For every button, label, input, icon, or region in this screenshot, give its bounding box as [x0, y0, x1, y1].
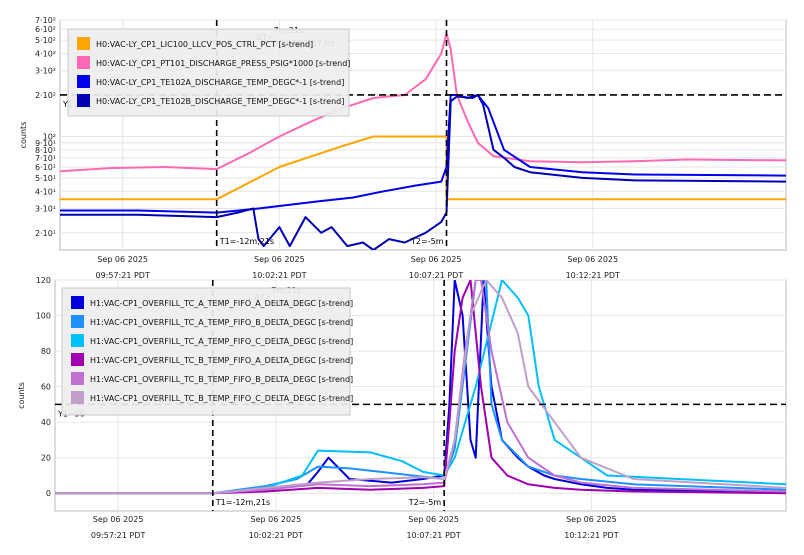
legend-swatch — [71, 391, 84, 404]
x-tick-date: Sep 06 2025 — [93, 515, 144, 524]
x-tick-time: 10:07:21 PDT — [409, 271, 463, 280]
y-tick-label: 6·10² — [35, 25, 56, 34]
series-line-2 — [60, 32, 786, 173]
y-tick-label: 40 — [41, 418, 51, 427]
series-group — [55, 280, 786, 495]
x-tick-date: Sep 06 2025 — [411, 255, 462, 264]
legend-swatch — [77, 75, 90, 88]
legend-box — [67, 28, 350, 117]
cursor-t1-label: T1=-12m,21s — [215, 498, 270, 507]
legend-entry: H1:VAC-CP1_OVERFILL_TC_B_TEMP_FIFO_C_DEL… — [90, 394, 353, 403]
y-tick-label: 8·10¹ — [35, 146, 56, 155]
y-tick-label: 9·10¹ — [35, 139, 56, 148]
x-tick-date: Sep 06 2025 — [254, 255, 305, 264]
y-tick-label: 3·10¹ — [35, 205, 56, 214]
y-tick-label: 20 — [41, 454, 51, 463]
series-group — [60, 32, 786, 250]
y-tick-label: 60 — [41, 383, 51, 392]
x-tick-date: Sep 06 2025 — [567, 255, 618, 264]
legend-swatch — [77, 56, 90, 69]
y-axis-label: counts — [17, 382, 26, 409]
y-tick-label: 5·10¹ — [35, 174, 56, 183]
cursor-t1-label: T1=-12m,21s — [219, 237, 274, 246]
cursor-t2-label: T2=-5m — [408, 498, 442, 507]
legend-box — [61, 287, 351, 416]
legend-entry: H0:VAC-LY_CP1_LIC100_LLCV_POS_CTRL_PCT [… — [96, 40, 313, 49]
x-tick-date: Sep 06 2025 — [97, 255, 148, 264]
x-tick-date: Sep 06 2025 — [251, 515, 302, 524]
x-tick-date: Sep 06 2025 — [566, 515, 617, 524]
legend[interactable]: H1:VAC-CP1_OVERFILL_TC_A_TEMP_FIFO_A_DEL… — [61, 287, 353, 416]
series-line-3 — [60, 94, 786, 214]
cursor-t2-label: T2=-5m — [410, 237, 444, 246]
legend-entry: H1:VAC-CP1_OVERFILL_TC_B_TEMP_FIFO_A_DEL… — [90, 356, 353, 365]
x-tick-time: 10:02:21 PDT — [252, 271, 306, 280]
x-tick-time: 09:57:21 PDT — [91, 531, 145, 540]
y-tick-label: 2·10² — [35, 91, 56, 100]
legend-entry: H1:VAC-CP1_OVERFILL_TC_A_TEMP_FIFO_A_DEL… — [90, 299, 353, 308]
legend-entry: H0:VAC-LY_CP1_TE102A_DISCHARGE_TEMP_DEGC… — [96, 78, 344, 87]
y-tick-label: 120 — [36, 276, 51, 285]
series-line-4 — [55, 280, 786, 495]
series-line-1 — [60, 135, 786, 201]
x-tick-date: Sep 06 2025 — [408, 515, 459, 524]
y-tick-label: 2·10¹ — [35, 229, 56, 238]
legend-swatch — [77, 37, 90, 50]
legend-swatch — [77, 94, 90, 107]
legend-entry: H0:VAC-LY_CP1_PT101_DISCHARGE_PRESS_PSIG… — [96, 59, 350, 68]
legend-entry: H1:VAC-CP1_OVERFILL_TC_A_TEMP_FIFO_C_DEL… — [90, 337, 353, 346]
y-tick-label: 100 — [36, 312, 51, 321]
legend-entry: H1:VAC-CP1_OVERFILL_TC_B_TEMP_FIFO_B_DEL… — [90, 375, 353, 384]
series-line-4 — [60, 94, 786, 250]
y-tick-label: 4·10² — [35, 49, 56, 58]
legend-swatch — [71, 372, 84, 385]
legend-entry: H0:VAC-LY_CP1_TE102B_DISCHARGE_TEMP_DEGC… — [96, 97, 344, 106]
panel-2: 0 20 40 60 80 100 120 Sep 06 2025 09:57:21 PDT Se… — [17, 276, 787, 540]
legend-swatch — [71, 296, 84, 309]
y-axis-label: counts — [19, 122, 28, 149]
series-line-6 — [55, 280, 786, 495]
legend-entry: H1:VAC-CP1_OVERFILL_TC_A_TEMP_FIFO_B_DEL… — [90, 318, 353, 327]
y-tick-label: 7·10¹ — [35, 154, 56, 163]
x-tick-time: 10:02:21 PDT — [249, 531, 303, 540]
series-line-1 — [55, 280, 786, 495]
x-tick-time: 10:12:21 PDT — [566, 271, 620, 280]
x-tick-time: 09:57:21 PDT — [96, 271, 150, 280]
legend-swatch — [71, 334, 84, 347]
y-tick-label: 7·10² — [35, 16, 56, 25]
x-tick-time: 10:12:21 PDT — [564, 531, 618, 540]
legend-swatch — [71, 353, 84, 366]
legend[interactable]: H0:VAC-LY_CP1_LIC100_LLCV_POS_CTRL_PCT [… — [67, 28, 350, 117]
y-tick-label: 6·10¹ — [35, 163, 56, 172]
legend-swatch — [71, 315, 84, 328]
y-tick-label: 0 — [46, 489, 51, 498]
x-tick-time: 10:07:21 PDT — [406, 531, 460, 540]
y-tick-label: 5·10² — [35, 36, 56, 45]
y-tick-label: 10² — [43, 132, 56, 141]
y-tick-label: 80 — [41, 347, 51, 356]
y-tick-label: 3·10² — [35, 67, 56, 76]
y-tick-label: 4·10¹ — [35, 187, 56, 196]
series-line-3 — [55, 280, 786, 495]
